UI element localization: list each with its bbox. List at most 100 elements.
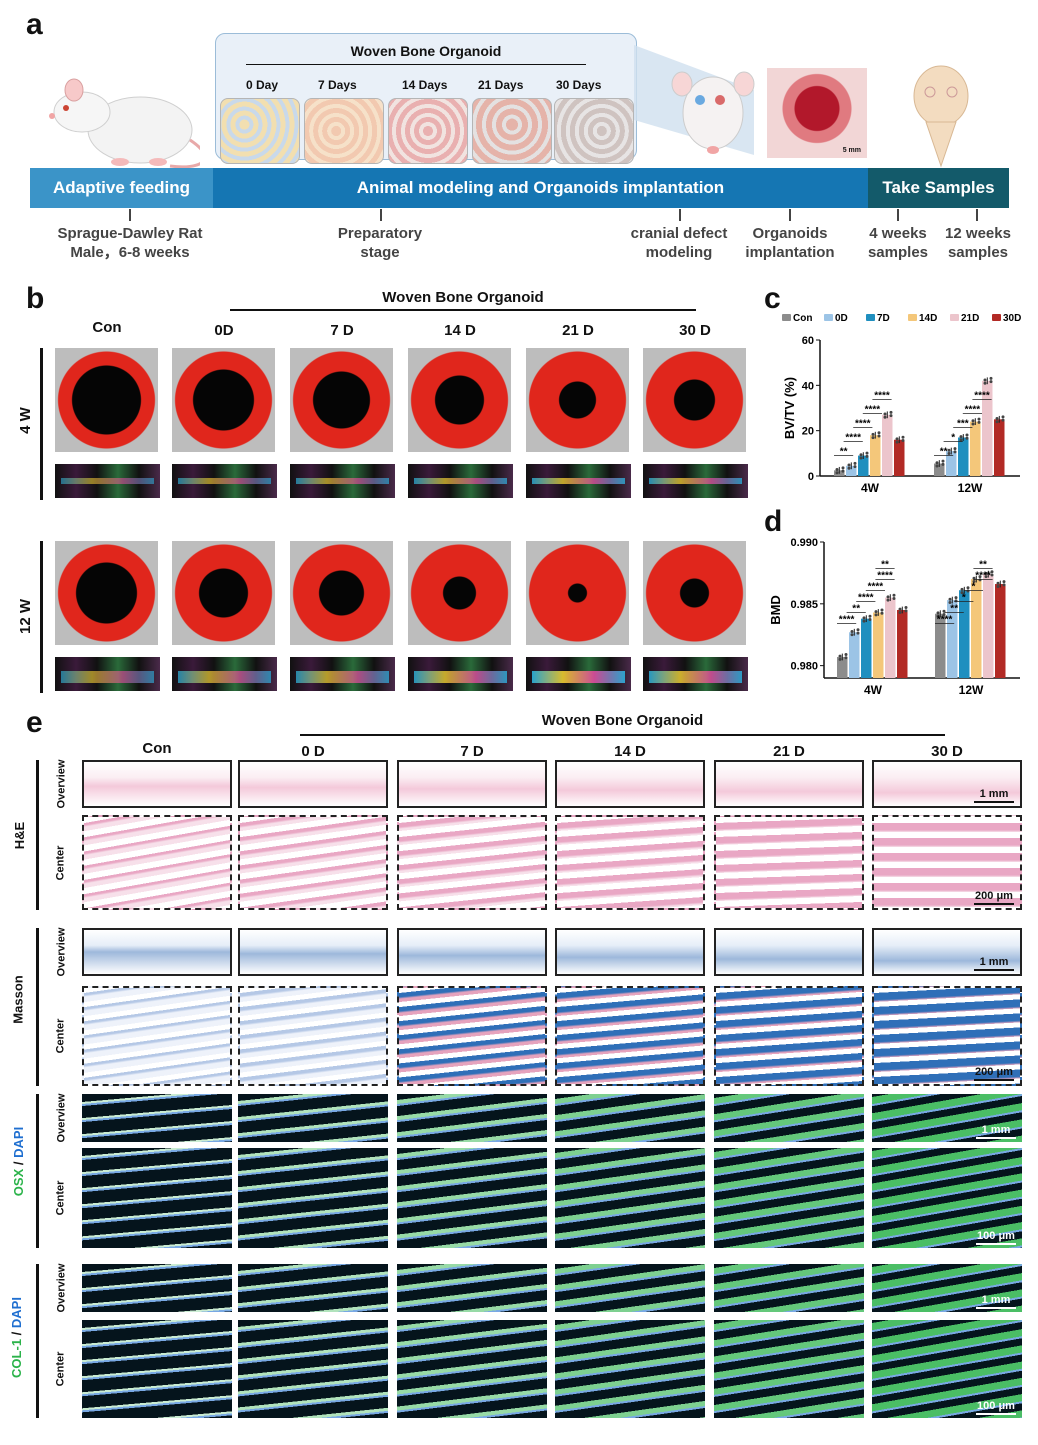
significance-label: * bbox=[951, 433, 955, 444]
stage-12w-line1: 12 weeks bbox=[945, 225, 1011, 242]
histology-image-center bbox=[555, 815, 705, 910]
histo-row-label-overview: Overview bbox=[55, 927, 68, 977]
data-point bbox=[871, 436, 875, 440]
data-point bbox=[865, 451, 869, 455]
histology-image-overview bbox=[555, 928, 705, 976]
data-point bbox=[904, 606, 908, 610]
data-point bbox=[880, 608, 884, 612]
scale-bar bbox=[974, 903, 1014, 905]
scale-bar-group: 1 mm bbox=[976, 1294, 1016, 1309]
significance-label: **** bbox=[874, 391, 890, 402]
ct-topview-image bbox=[408, 541, 511, 645]
histology-image-center bbox=[714, 986, 864, 1086]
histology-image-overview bbox=[555, 1264, 705, 1312]
ct-col-label-0: Con bbox=[92, 319, 122, 336]
histology-image-center bbox=[82, 1320, 232, 1418]
histology-image-overview: 1 mm bbox=[872, 1094, 1022, 1142]
legend-swatch-21d bbox=[950, 314, 959, 321]
ct-section-bone bbox=[414, 671, 507, 683]
rat-illustration bbox=[49, 78, 200, 169]
ct-section-bone bbox=[296, 671, 389, 683]
scale-bar-group: 100 μm bbox=[976, 1400, 1016, 1415]
data-point bbox=[995, 417, 999, 421]
data-point bbox=[960, 587, 964, 591]
bar-30d-4w bbox=[894, 439, 905, 476]
ct-section-image bbox=[643, 657, 748, 691]
data-point bbox=[871, 432, 875, 436]
data-point bbox=[841, 466, 845, 470]
ct-section-image bbox=[526, 657, 631, 691]
data-point bbox=[844, 656, 848, 660]
photo-scale-label: 5 mm bbox=[842, 147, 861, 154]
significance-label: **** bbox=[974, 391, 990, 402]
ct-topview-image bbox=[55, 541, 158, 645]
data-point bbox=[947, 452, 951, 456]
ct-section-image bbox=[290, 464, 395, 498]
stage-impl-line1: Organoids bbox=[752, 225, 828, 242]
histology-image-center: 100 μm bbox=[872, 1148, 1022, 1248]
stain-osx: OSX bbox=[11, 1168, 27, 1197]
histology-image-center: 200 μm bbox=[872, 986, 1022, 1086]
ct-topview-image bbox=[55, 348, 158, 452]
data-point bbox=[850, 633, 854, 637]
organoid-image-7 bbox=[304, 98, 384, 164]
data-point bbox=[996, 584, 1000, 588]
data-point bbox=[936, 614, 940, 618]
ct-section-image bbox=[55, 464, 160, 498]
ct-section-bone bbox=[532, 671, 625, 683]
stain-sep: / bbox=[11, 1157, 27, 1169]
legend-label-21d: 21D bbox=[961, 313, 979, 324]
bar-21d-12w bbox=[983, 574, 994, 678]
data-point bbox=[966, 586, 970, 590]
stage-rat: Sprague-Dawley Rat Male，6-8 weeks bbox=[40, 224, 220, 262]
histology-image-center bbox=[82, 815, 232, 910]
data-point bbox=[898, 610, 902, 614]
data-point bbox=[942, 609, 946, 613]
histo-row-label-overview: Overview bbox=[55, 1093, 68, 1143]
bar-0d-4w bbox=[846, 465, 857, 476]
data-point bbox=[989, 380, 993, 384]
organoid-timeline-box: Woven Bone Organoid 0 Day 7 Days 14 Days… bbox=[215, 33, 637, 164]
organoid-image-14 bbox=[388, 98, 468, 164]
significance-label: ** bbox=[881, 560, 889, 571]
histo-col-label-0: Con bbox=[142, 740, 172, 757]
scale-bar-label: 200 μm bbox=[975, 890, 1013, 902]
day-label-7: 7 Days bbox=[318, 78, 357, 92]
stain-bracket bbox=[36, 928, 39, 1086]
data-point bbox=[977, 420, 981, 424]
significance-label: **** bbox=[845, 433, 861, 444]
data-point bbox=[971, 422, 975, 426]
bar-21d-4w bbox=[882, 414, 893, 476]
rat-head-illustration bbox=[671, 71, 755, 154]
data-point bbox=[965, 433, 969, 437]
data-point bbox=[892, 593, 896, 597]
data-point bbox=[971, 419, 975, 423]
stage-12-weeks: 12 weeks samples bbox=[938, 224, 1018, 262]
ct-col-label-2: 7 D bbox=[330, 322, 354, 339]
ct-section-bone bbox=[649, 671, 742, 683]
data-point bbox=[847, 463, 851, 467]
y-tick-label: 0.980 bbox=[790, 661, 818, 673]
stain-dapi: DAPI bbox=[11, 1126, 27, 1158]
stain-col1: COL-1 bbox=[8, 1338, 24, 1378]
row-label-12w: 12 W bbox=[17, 598, 35, 635]
bar-30d-12w bbox=[995, 584, 1006, 678]
y-axis-label: BV/TV (%) bbox=[782, 377, 797, 439]
histology-image-overview bbox=[714, 760, 864, 808]
stain-bracket bbox=[36, 760, 39, 910]
stage-prep-line1: Preparatory bbox=[337, 225, 423, 242]
scale-bar-group: 200 μm bbox=[974, 890, 1014, 905]
histology-image-overview bbox=[82, 760, 232, 808]
data-point bbox=[895, 437, 899, 441]
histology-image-overview bbox=[238, 928, 388, 976]
ct-topview-image bbox=[526, 541, 629, 645]
histology-image-center bbox=[555, 986, 705, 1086]
data-point bbox=[936, 611, 940, 615]
histology-image-overview bbox=[238, 760, 388, 808]
histology-image-overview: 1 mm bbox=[872, 928, 1022, 976]
histology-image-center: 100 μm bbox=[872, 1320, 1022, 1418]
data-point bbox=[859, 456, 863, 460]
data-point bbox=[868, 614, 872, 618]
day-label-21: 21 Days bbox=[478, 78, 524, 92]
y-tick-label: 40 bbox=[802, 380, 814, 392]
